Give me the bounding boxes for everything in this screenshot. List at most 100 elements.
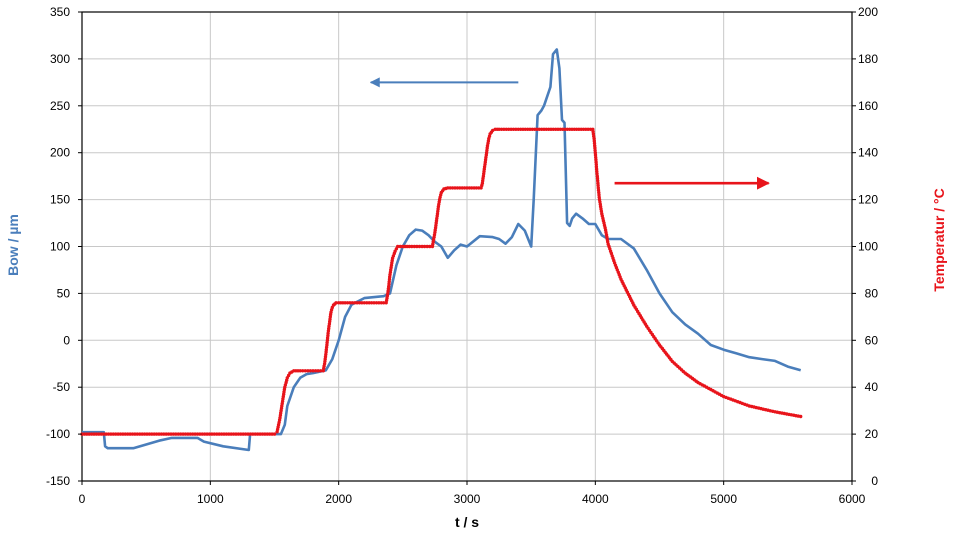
temperature-point [256,432,260,436]
y2-axis-title: Temperatur / °C [931,188,947,291]
temperature-point [219,432,224,436]
temperature-point [272,432,277,436]
temperature-point [465,186,469,190]
temperature-point [369,301,374,305]
temperature-point [164,432,168,436]
temperature-point [446,186,450,190]
temperature-point [410,244,414,249]
y-tick-label: 50 [57,286,71,300]
temperature-point [382,301,386,305]
temperature-point [415,244,419,249]
temperature-point [174,432,178,436]
temperature-point [260,432,265,436]
temperature-point [270,432,274,436]
temperature-point [248,432,253,436]
y2-tick-label: 100 [858,240,878,254]
temperature-point [516,127,520,131]
temperature-point [191,432,195,436]
temperature-point [106,432,111,436]
temperature-point [458,186,462,190]
temperature-point [530,127,534,131]
temperature-point [460,186,464,190]
temperature-point [448,186,452,190]
y2-tick-label: 80 [865,286,879,300]
y-tick-label: 0 [63,333,70,347]
temperature-point [253,432,257,436]
temperature-point [306,369,310,373]
temperature-point [195,432,200,436]
temperature-point [179,432,183,436]
y-tick-label: 150 [50,193,70,207]
temperature-point [159,432,164,436]
temperature-point [150,432,154,436]
temperature-point [210,432,214,436]
x-tick-label: 1000 [197,492,224,506]
temperature-point [367,301,371,305]
temperature-point [89,432,94,436]
y2-tick-label: 20 [865,427,879,441]
temperature-point [502,127,506,131]
temperature-point [453,186,457,190]
temperature-series [80,127,803,436]
temperature-point [450,186,455,190]
temperature-point [87,432,91,436]
bow-series-line [82,48,802,452]
y-tick-label: -100 [46,427,70,441]
temperature-point [227,432,231,436]
temperature-point [94,432,99,436]
temperature-point [251,432,255,436]
temperature-point [298,369,302,373]
temperature-point [109,432,113,436]
temperature-point [198,432,202,436]
temperature-point [565,127,569,131]
annotations [369,77,770,190]
temperature-point [222,432,226,436]
temperature-point [265,432,269,436]
y2-tick-label: 140 [858,146,878,160]
temperature-point [169,432,173,436]
y2-tick-label: 40 [865,380,879,394]
temperature-point [154,432,159,436]
temperature-point [207,432,212,436]
temperature-point [200,432,204,436]
temperature-point [239,432,243,436]
temperature-point [362,301,366,305]
y-tick-label: 300 [50,52,70,66]
temperature-point [594,162,598,167]
temperature-point [303,369,307,373]
temperature-point [246,432,250,436]
temperature-point [474,186,479,190]
temperature-point [470,186,474,190]
temperature-point [360,301,364,305]
temperature-point [166,432,171,436]
temperature-point [205,432,209,436]
temperature-point [350,301,354,305]
temperature-point [258,432,262,436]
temperature-point [268,432,272,436]
temperature-point [345,301,350,305]
temperature-point [537,127,541,131]
temperature-point [171,432,176,436]
temperature-point [316,369,320,373]
temperature-point [186,432,190,436]
temperature-point [544,127,548,131]
temperature-point [311,369,315,373]
temperature-point [499,127,504,131]
temperature-point [176,432,180,436]
temperature-point [236,432,241,436]
temperature-point [243,432,248,436]
temperature-point [193,432,197,436]
temperature-point [374,301,379,305]
y2-tick-label: 180 [858,52,878,66]
temperature-point [462,186,467,190]
temperature-point [348,301,352,305]
temperature-point [217,432,221,436]
temperature-point [138,432,142,436]
temperature-point [183,432,188,436]
x-tick-label: 3000 [454,492,481,506]
temperature-point [799,414,803,419]
temperature-point [147,432,152,436]
y-axis-title: Bow / µm [5,214,21,276]
